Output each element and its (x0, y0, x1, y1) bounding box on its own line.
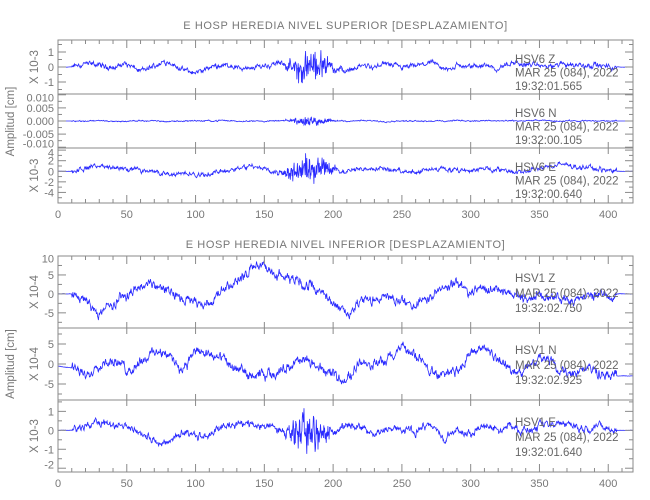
y-tick-label: -2 (44, 177, 54, 189)
time-label: 19:32:02.750 (515, 303, 582, 315)
y-axis-label: Amplitud [cm] (5, 329, 17, 399)
station-label: HSV1 Z (515, 273, 555, 285)
y-tick-label: -1 (44, 444, 54, 456)
y-tick-label: 10 (42, 254, 54, 266)
y-tick-label: 0 (48, 166, 54, 178)
panel-frame (57, 399, 634, 473)
scale-factor-label: X 10-4 (29, 274, 41, 308)
y-tick-label: 0.000 (26, 116, 54, 128)
y-tick-label: -4 (44, 187, 54, 199)
y-tick-label: -5 (44, 308, 54, 320)
x-tick-label: 250 (393, 209, 411, 221)
x-tick-label: 250 (393, 478, 411, 490)
x-tick-label: 0 (55, 478, 61, 490)
station-label: HSV6 N (515, 108, 557, 120)
x-tick-label: 100 (186, 209, 204, 221)
y-tick-label: 0 (48, 425, 54, 437)
date-label: MAR 25 (084), 2022 (515, 432, 619, 444)
panel-frame (57, 147, 634, 204)
x-tick-label: 350 (530, 209, 548, 221)
time-label: 19:32:01.565 (515, 81, 582, 93)
station-label: HSV6 Z (515, 54, 555, 66)
time-label: 19:32:01.640 (515, 447, 582, 459)
group-title: E HOSP HEREDIA NIVEL SUPERIOR [DESPLAZAM… (183, 20, 507, 32)
x-tick-label: 200 (324, 209, 342, 221)
x-tick-label: 300 (461, 209, 479, 221)
station-label: HSV6 E (515, 162, 556, 174)
x-tick-label: 100 (186, 478, 204, 490)
x-tick-label: 400 (599, 209, 617, 221)
x-tick-label: 150 (255, 478, 273, 490)
y-tick-label: 1 (48, 406, 54, 418)
y-tick-label: -0.010 (23, 139, 54, 151)
scale-factor-label: X 10-3 (29, 50, 41, 84)
y-tick-label: 2 (48, 156, 54, 168)
y-tick-label: -1 (44, 77, 54, 89)
y-tick-label: 4 (48, 148, 54, 160)
y-tick-label: 0.010 (26, 92, 54, 104)
y-tick-label: 1 (48, 47, 54, 59)
trace-panel: 1 0 -1 -2X 10-3 HSV1 E MAR 25 (084), 2022 19:3… (29, 399, 634, 473)
station-label: HSV1 E (515, 417, 556, 429)
y-tick-label: -5 (44, 379, 54, 391)
time-label: 19:32:00.640 (515, 189, 582, 201)
x-tick-label: 400 (599, 478, 617, 490)
date-label: MAR 25 (084), 2022 (515, 288, 619, 300)
date-label: MAR 25 (084), 2022 (515, 360, 619, 372)
trace-panel: 420-2-4X 10-3 HSV6 E MAR 25 (084), 202219:… (29, 147, 634, 204)
x-tick-label: 50 (121, 209, 133, 221)
scale-factor-label: X 10-4 (29, 346, 41, 380)
station-label: HSV1 N (515, 345, 557, 357)
trace-panel: 1 0 -1X 10-3 HSV6 Z MAR 25 (084), 202219:32:… (29, 39, 634, 95)
date-label: MAR 25 (084), 2022 (515, 122, 619, 134)
date-label: MAR 25 (084), 2022 (515, 176, 619, 188)
group-title: E HOSP HEREDIA NIVEL INFERIOR [DESPLAZAM… (186, 239, 506, 251)
y-tick-label: 0 (48, 289, 54, 301)
trace-line (57, 260, 634, 321)
x-tick-label: 300 (461, 478, 479, 490)
x-tick-label: 50 (121, 478, 133, 490)
scale-factor-label: X 10-3 (29, 159, 41, 193)
y-tick-label: 0 (48, 359, 54, 371)
y-tick-label: 5 (48, 270, 54, 282)
y-tick-label: 0.005 (26, 103, 54, 115)
trace-group-1: E HOSP HEREDIA NIVEL INFERIOR [DESPLAZAM… (5, 239, 634, 490)
time-label: 19:32:00.105 (515, 135, 582, 147)
x-tick-label: 200 (324, 478, 342, 490)
trace-group-0: E HOSP HEREDIA NIVEL SUPERIOR [DESPLAZAM… (5, 20, 634, 221)
trace-line (58, 116, 633, 127)
trace-line (57, 341, 633, 385)
trace-line (58, 408, 633, 454)
y-axis-label: Amplitud [cm] (5, 87, 17, 157)
x-tick-label: 350 (530, 478, 548, 490)
y-tick-label: -2 (44, 460, 54, 472)
trace-line (57, 50, 633, 84)
time-label: 19:32:02.925 (515, 375, 582, 387)
x-tick-label: 150 (255, 209, 273, 221)
scale-factor-label: X 10-3 (29, 419, 41, 453)
trace-panel: 5 0 -5X 10-4 HSV1 N MAR 25 (084), 2022 19:32:… (29, 327, 634, 401)
x-tick-label: 0 (55, 209, 61, 221)
y-tick-label: 5 (48, 339, 54, 351)
date-label: MAR 25 (084), 2022 (515, 68, 619, 80)
trace-panel: 10 5 0 -5X 10-4 HSV1 Z MAR 25 (084), 2022 19:3… (29, 254, 634, 329)
trace-line (58, 153, 633, 184)
y-tick-label: -0.005 (23, 129, 54, 141)
y-tick-label: 0 (48, 62, 54, 74)
